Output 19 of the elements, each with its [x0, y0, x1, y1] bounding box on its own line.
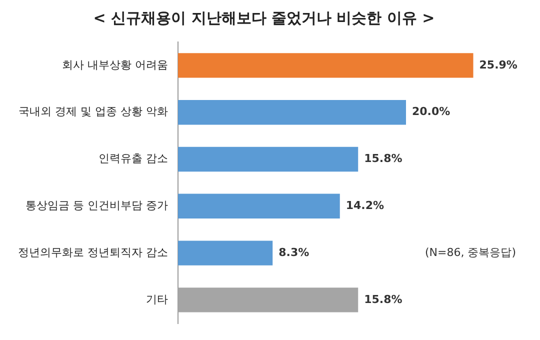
y-tick-label: 정년의무화로 정년퇴직자 감소: [18, 246, 168, 259]
bar: [178, 146, 358, 172]
data-label: 25.9%: [479, 58, 518, 72]
bar: [178, 100, 406, 125]
y-tick-label: 통상임금 등 인건비부담 증가: [25, 199, 168, 212]
data-label: 20.0%: [412, 105, 450, 118]
data-label: 15.8%: [364, 152, 402, 166]
bar: [178, 53, 474, 78]
chart-title: < 신규채용이 지난해보다 줄었거나 비슷한 이유 >: [93, 8, 435, 27]
y-tick-label: 국내외 경제 및 업종 상황 악화: [18, 105, 168, 118]
annotation: (N=86, 중복응답): [424, 246, 516, 259]
bar: [178, 240, 273, 266]
data-label: 15.8%: [364, 292, 402, 306]
data-label: 14.2%: [346, 199, 384, 212]
y-tick-label: 기타: [146, 292, 168, 306]
y-tick-label: 인력유출 감소: [98, 152, 168, 166]
data-label: 8.3%: [278, 246, 310, 259]
bar: [178, 194, 340, 219]
y-tick-label: 회사 내부상황 어려움: [62, 58, 168, 72]
